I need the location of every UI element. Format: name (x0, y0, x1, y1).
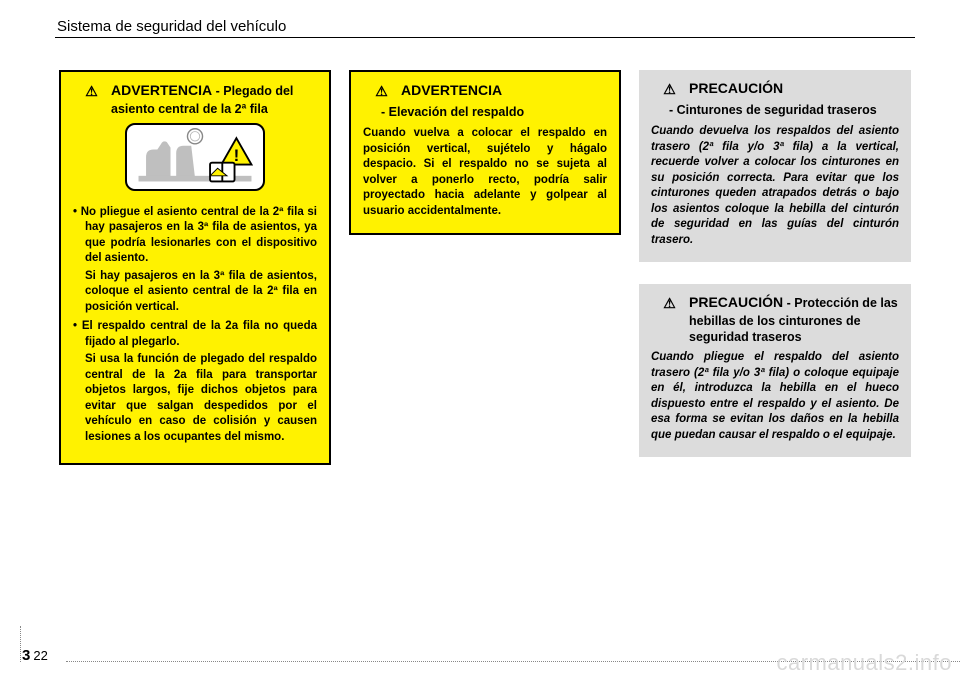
box-body: Cuando devuelva los respaldos del asient… (651, 124, 899, 248)
page-header: Sistema de seguridad del vehículo (55, 18, 915, 35)
seat-illustration: ! (125, 123, 265, 191)
bullet-text: • El respaldo central de la 2a fila no q… (73, 320, 317, 348)
warning-box-raise-back: ⚠ADVERTENCIA - Elevación del respaldo Cu… (349, 70, 621, 235)
caution-box-belts: ⚠PRECAUCIÓN - Cinturones de seguridad tr… (639, 70, 911, 262)
box-keyword: PRECAUCIÓN (689, 294, 783, 310)
box-keyword: ADVERTENCIA (111, 82, 212, 98)
warning-icon: ⚠ (383, 83, 398, 101)
box-subtitle: - Cinturones de seguridad traseros (651, 103, 899, 119)
caution-icon: ⚠ (671, 295, 686, 313)
box-title: ⚠ADVERTENCIA - Plegado del asiento centr… (73, 82, 317, 117)
box-title: ⚠PRECAUCIÓN - Protección de las hebillas… (651, 294, 899, 346)
warning-icon: ⚠ (93, 83, 108, 101)
header-rule (55, 37, 915, 38)
column-2: ⚠ADVERTENCIA - Elevación del respaldo Cu… (349, 70, 621, 465)
box-keyword: PRECAUCIÓN (689, 80, 783, 96)
list-item: • No pliegue el asiento central de la 2ª… (73, 205, 317, 316)
list-item: • El respaldo central de la 2a fila no q… (73, 319, 317, 445)
warning-box-fold-seat: ⚠ADVERTENCIA - Plegado del asiento centr… (59, 70, 331, 465)
chapter-number: 3 (22, 647, 30, 664)
box-title: ⚠ADVERTENCIA (363, 82, 607, 101)
caution-icon: ⚠ (671, 81, 686, 99)
box-keyword: ADVERTENCIA (401, 82, 502, 98)
svg-text:!: ! (234, 146, 240, 165)
page-numbers: 322 (22, 647, 48, 664)
watermark: carmanuals2.info (776, 648, 960, 676)
footer-side-dots (20, 626, 21, 662)
bullet-list: • No pliegue el asiento central de la 2ª… (73, 205, 317, 446)
box-body: Cuando pliegue el respaldo del asiento t… (651, 350, 899, 443)
manual-page: Sistema de seguridad del vehículo ⚠ADVER… (0, 0, 960, 676)
box-title: ⚠PRECAUCIÓN (651, 80, 899, 99)
page-number: 22 (33, 648, 47, 663)
box-body: Cuando vuelva a colocar el respaldo en p… (363, 126, 607, 219)
box-subtitle: - Elevación del respaldo (363, 105, 607, 121)
caution-box-buckles: ⚠PRECAUCIÓN - Protección de las hebillas… (639, 284, 911, 457)
column-1: ⚠ADVERTENCIA - Plegado del asiento centr… (59, 70, 331, 465)
bullet-text: • No pliegue el asiento central de la 2ª… (73, 206, 317, 265)
content-columns: ⚠ADVERTENCIA - Plegado del asiento centr… (55, 70, 915, 465)
illustration-wrap: ! (73, 123, 317, 197)
bullet-continuation: Si hay pasajeros en la 3ª fila de asient… (85, 269, 317, 316)
bullet-continuation: Si usa la función de plegado del respald… (85, 352, 317, 445)
column-3: ⚠PRECAUCIÓN - Cinturones de seguridad tr… (639, 70, 911, 465)
